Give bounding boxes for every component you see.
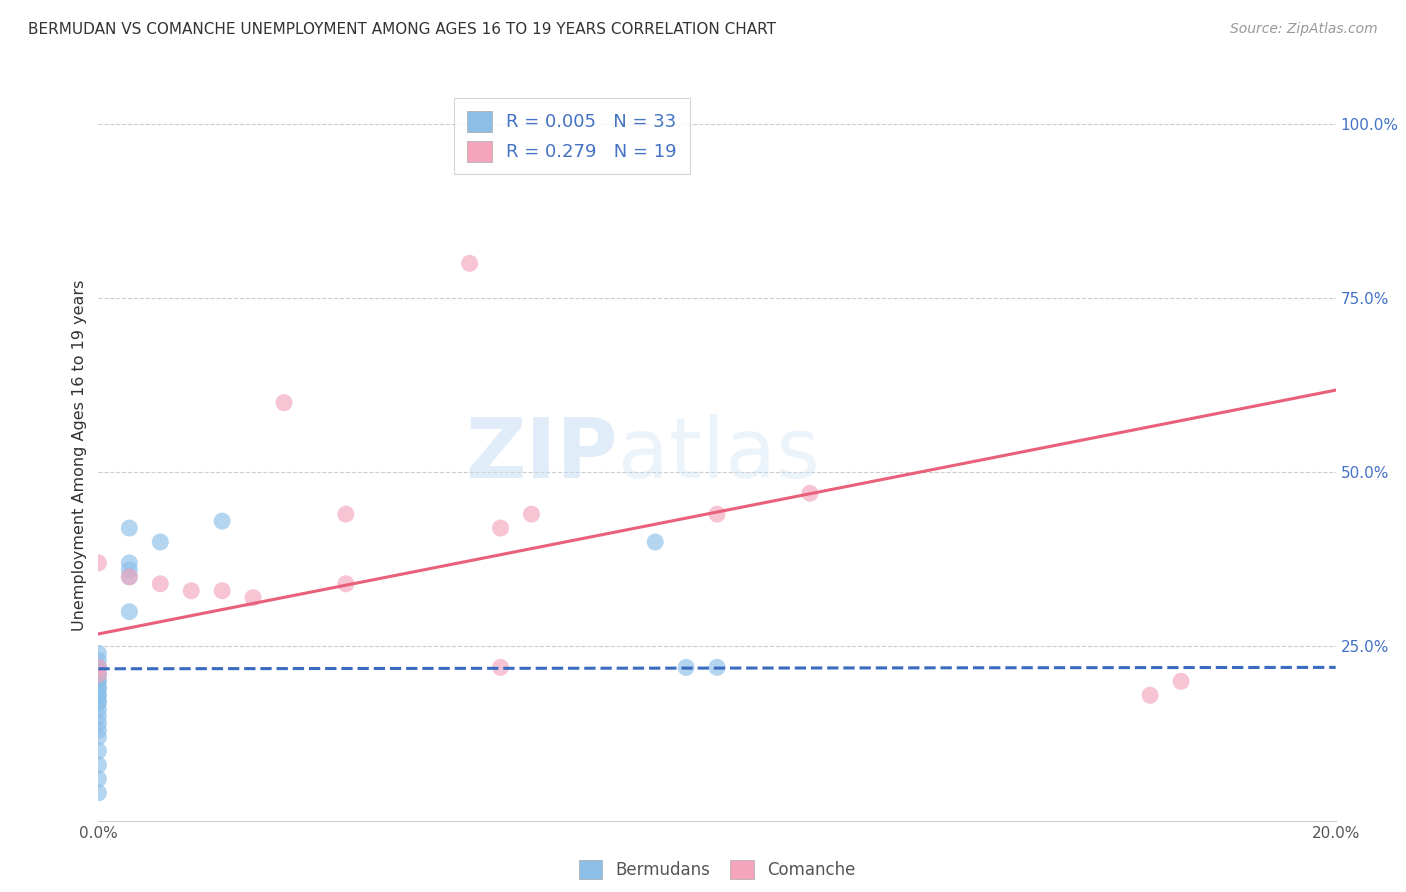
Point [87,702,110,716]
Point [87,660,110,674]
Text: BERMUDAN VS COMANCHE UNEMPLOYMENT AMONG AGES 16 TO 19 YEARS CORRELATION CHART: BERMUDAN VS COMANCHE UNEMPLOYMENT AMONG … [28,22,776,37]
Point [118,521,141,535]
Point [335,507,357,521]
Point [87,681,110,696]
Point [118,556,141,570]
Point [87,695,110,709]
Point [644,535,666,549]
Point [706,660,728,674]
Point [87,556,110,570]
Point [118,570,141,584]
Point [118,563,141,577]
Point [87,667,110,681]
Point [118,605,141,619]
Point [87,667,110,681]
Text: ZIP: ZIP [465,415,619,495]
Point [87,730,110,744]
Point [87,674,110,689]
Point [87,758,110,772]
Legend: Bermudans, Comanche: Bermudans, Comanche [572,853,862,886]
Point [706,507,728,521]
Point [87,667,110,681]
Point [87,681,110,696]
Point [87,688,110,702]
Point [149,535,172,549]
Point [520,507,543,521]
Point [87,772,110,786]
Point [87,660,110,674]
Point [87,716,110,731]
Point [87,647,110,661]
Point [458,256,481,270]
Point [1139,688,1161,702]
Point [273,395,295,409]
Point [87,695,110,709]
Point [149,576,172,591]
Point [87,674,110,689]
Point [87,688,110,702]
Point [87,653,110,667]
Point [87,660,110,674]
Point [180,583,202,598]
Point [87,744,110,758]
Point [799,486,821,500]
Point [335,576,357,591]
Point [211,514,233,528]
Point [489,521,512,535]
Point [242,591,264,605]
Point [1170,674,1192,689]
Point [211,583,233,598]
Point [675,660,697,674]
Point [489,660,512,674]
Point [87,709,110,723]
Point [87,723,110,737]
Point [87,786,110,800]
Text: atlas: atlas [619,415,820,495]
Text: Source: ZipAtlas.com: Source: ZipAtlas.com [1230,22,1378,37]
Point [118,570,141,584]
Y-axis label: Unemployment Among Ages 16 to 19 years: Unemployment Among Ages 16 to 19 years [72,279,87,631]
